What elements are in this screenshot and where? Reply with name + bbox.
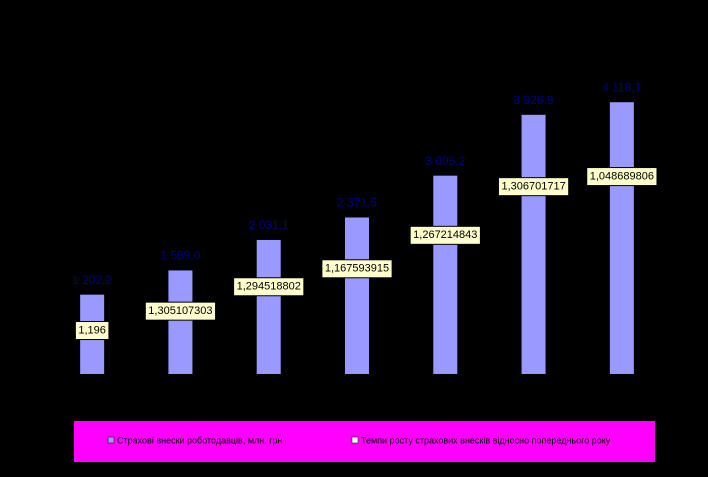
rate-label: 1,294518802 [237, 281, 301, 293]
bar-value-label: 2 031,1 [249, 218, 289, 232]
rate-label: 1,196 [78, 324, 106, 336]
rate-label-box [74, 321, 110, 341]
rate-label-box [586, 167, 658, 187]
rate-label: 1,267214843 [413, 229, 477, 241]
legend-label: Темпи росту страхових внесків відносно п… [361, 435, 611, 445]
rate-label-box [409, 225, 481, 245]
bar-value-label: 4 118,1 [602, 80, 641, 94]
legend-label: Страхові внески роботодавців, млн. грн [117, 435, 283, 445]
bar-value-label: 1 569,0 [160, 249, 200, 263]
rate-label: 1,306701717 [501, 181, 565, 193]
bar-value-label: 2 371,5 [337, 196, 377, 210]
legend-swatch [107, 436, 115, 444]
rate-label: 1,167593915 [325, 263, 389, 275]
rate-label-box [144, 301, 217, 321]
bar [168, 270, 193, 374]
rate-label-box [497, 177, 570, 197]
bar [256, 239, 281, 374]
bar-value-label: 3 926,9 [514, 93, 554, 107]
bar [345, 217, 369, 374]
rate-label: 1,048689806 [590, 170, 654, 182]
bar-value-label: 3 005,2 [425, 154, 465, 168]
bar [433, 175, 458, 374]
legend-swatch [351, 436, 359, 444]
bar [521, 114, 546, 375]
rate-label-box [233, 277, 305, 297]
bar-value-label: 1 202,2 [72, 273, 112, 287]
bar [609, 102, 634, 375]
rate-label-box [321, 259, 393, 279]
rate-label: 1,305107303 [148, 305, 212, 317]
legend-box [74, 421, 655, 462]
